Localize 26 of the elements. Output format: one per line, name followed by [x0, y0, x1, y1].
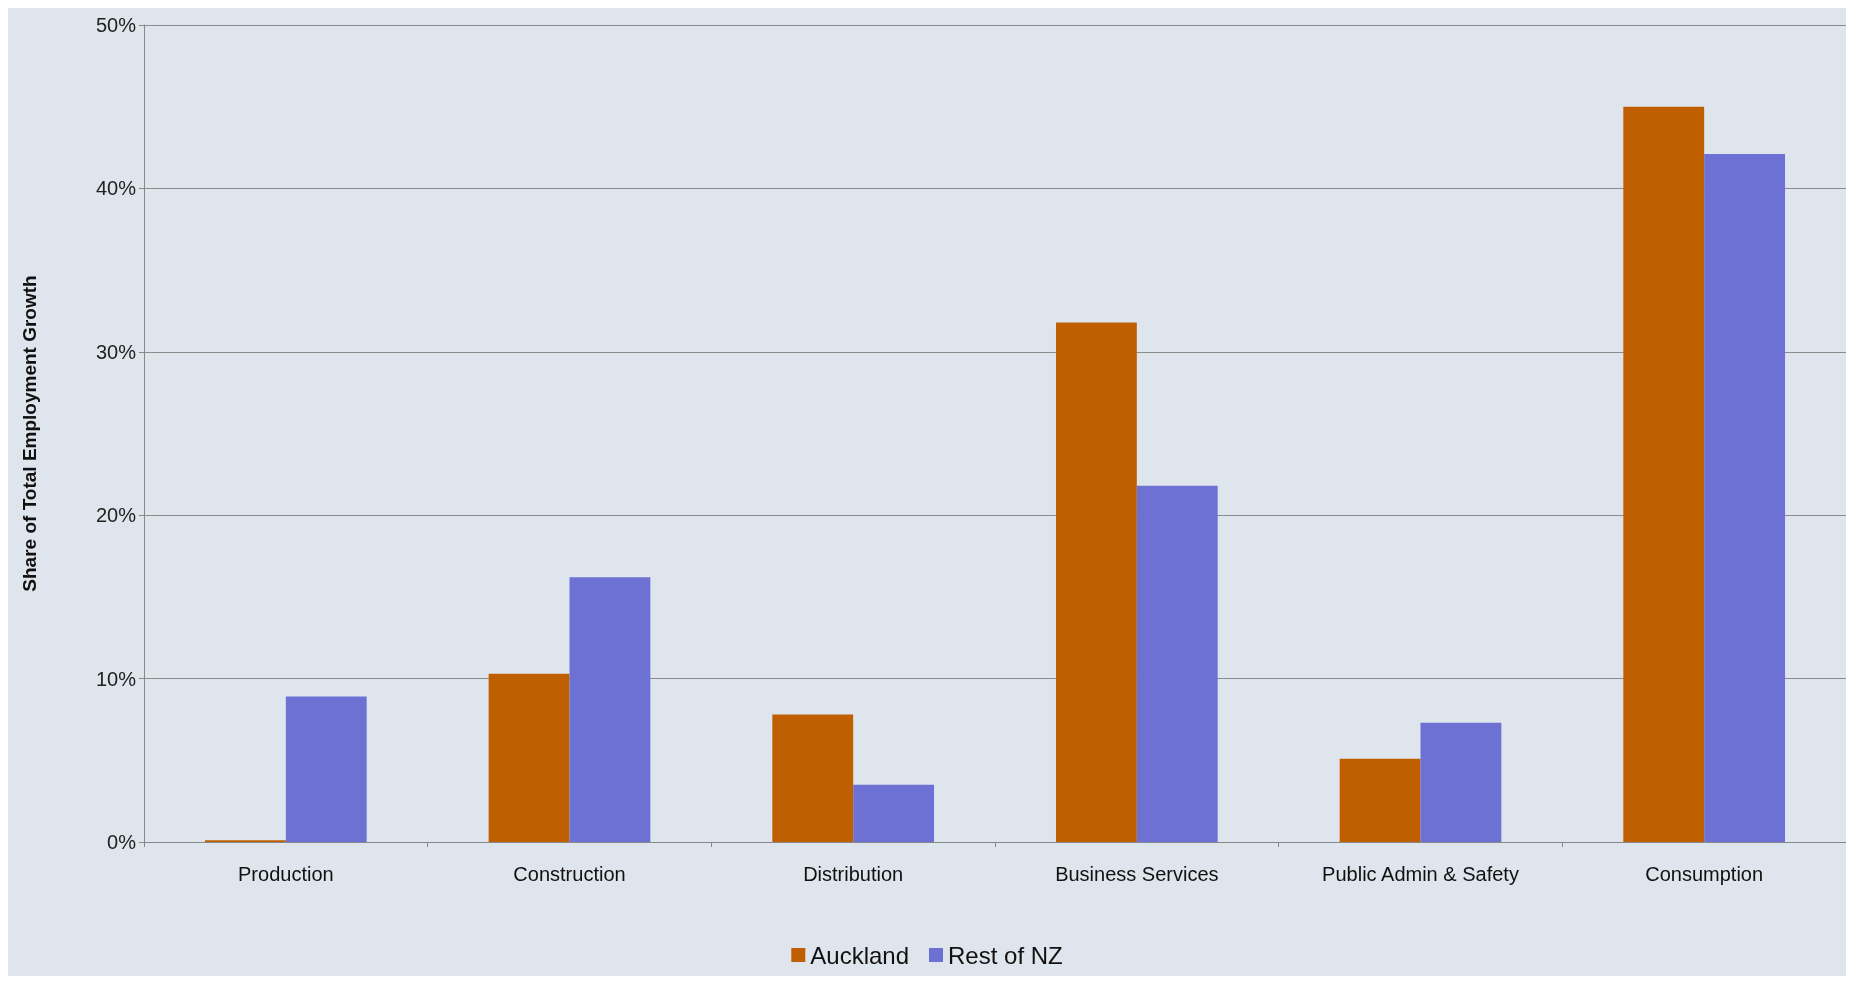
bar [1055, 322, 1137, 842]
y-tick-label: 0% [107, 831, 137, 853]
y-tick-label: 20% [95, 504, 137, 527]
legend-label: Rest of NZ [948, 941, 1063, 969]
bar [772, 714, 854, 842]
x-tick-label: Business Services [1055, 863, 1219, 885]
x-tick-label: Public Admin & Safety [1322, 863, 1519, 885]
bar [1339, 758, 1421, 842]
y-tick-label: 30% [95, 340, 137, 363]
x-tick-label: Consumption [1645, 863, 1764, 885]
bar [1420, 722, 1502, 842]
bar [853, 784, 935, 842]
bar [488, 673, 570, 842]
x-tick-label: Distribution [803, 863, 904, 885]
bar [569, 577, 651, 842]
bar [1623, 106, 1705, 842]
x-tick-label: Production [238, 863, 334, 885]
bar [285, 696, 367, 842]
y-tick-label: 50% [95, 14, 137, 36]
bar [1136, 485, 1218, 842]
y-axis-title: Share of Total Employment Growth [19, 275, 40, 592]
legend-label: Auckland [810, 941, 910, 969]
bar [1704, 154, 1786, 842]
x-tick-label: Construction [513, 863, 626, 885]
y-tick-label: 40% [95, 177, 137, 200]
y-tick-label: 10% [95, 667, 137, 690]
